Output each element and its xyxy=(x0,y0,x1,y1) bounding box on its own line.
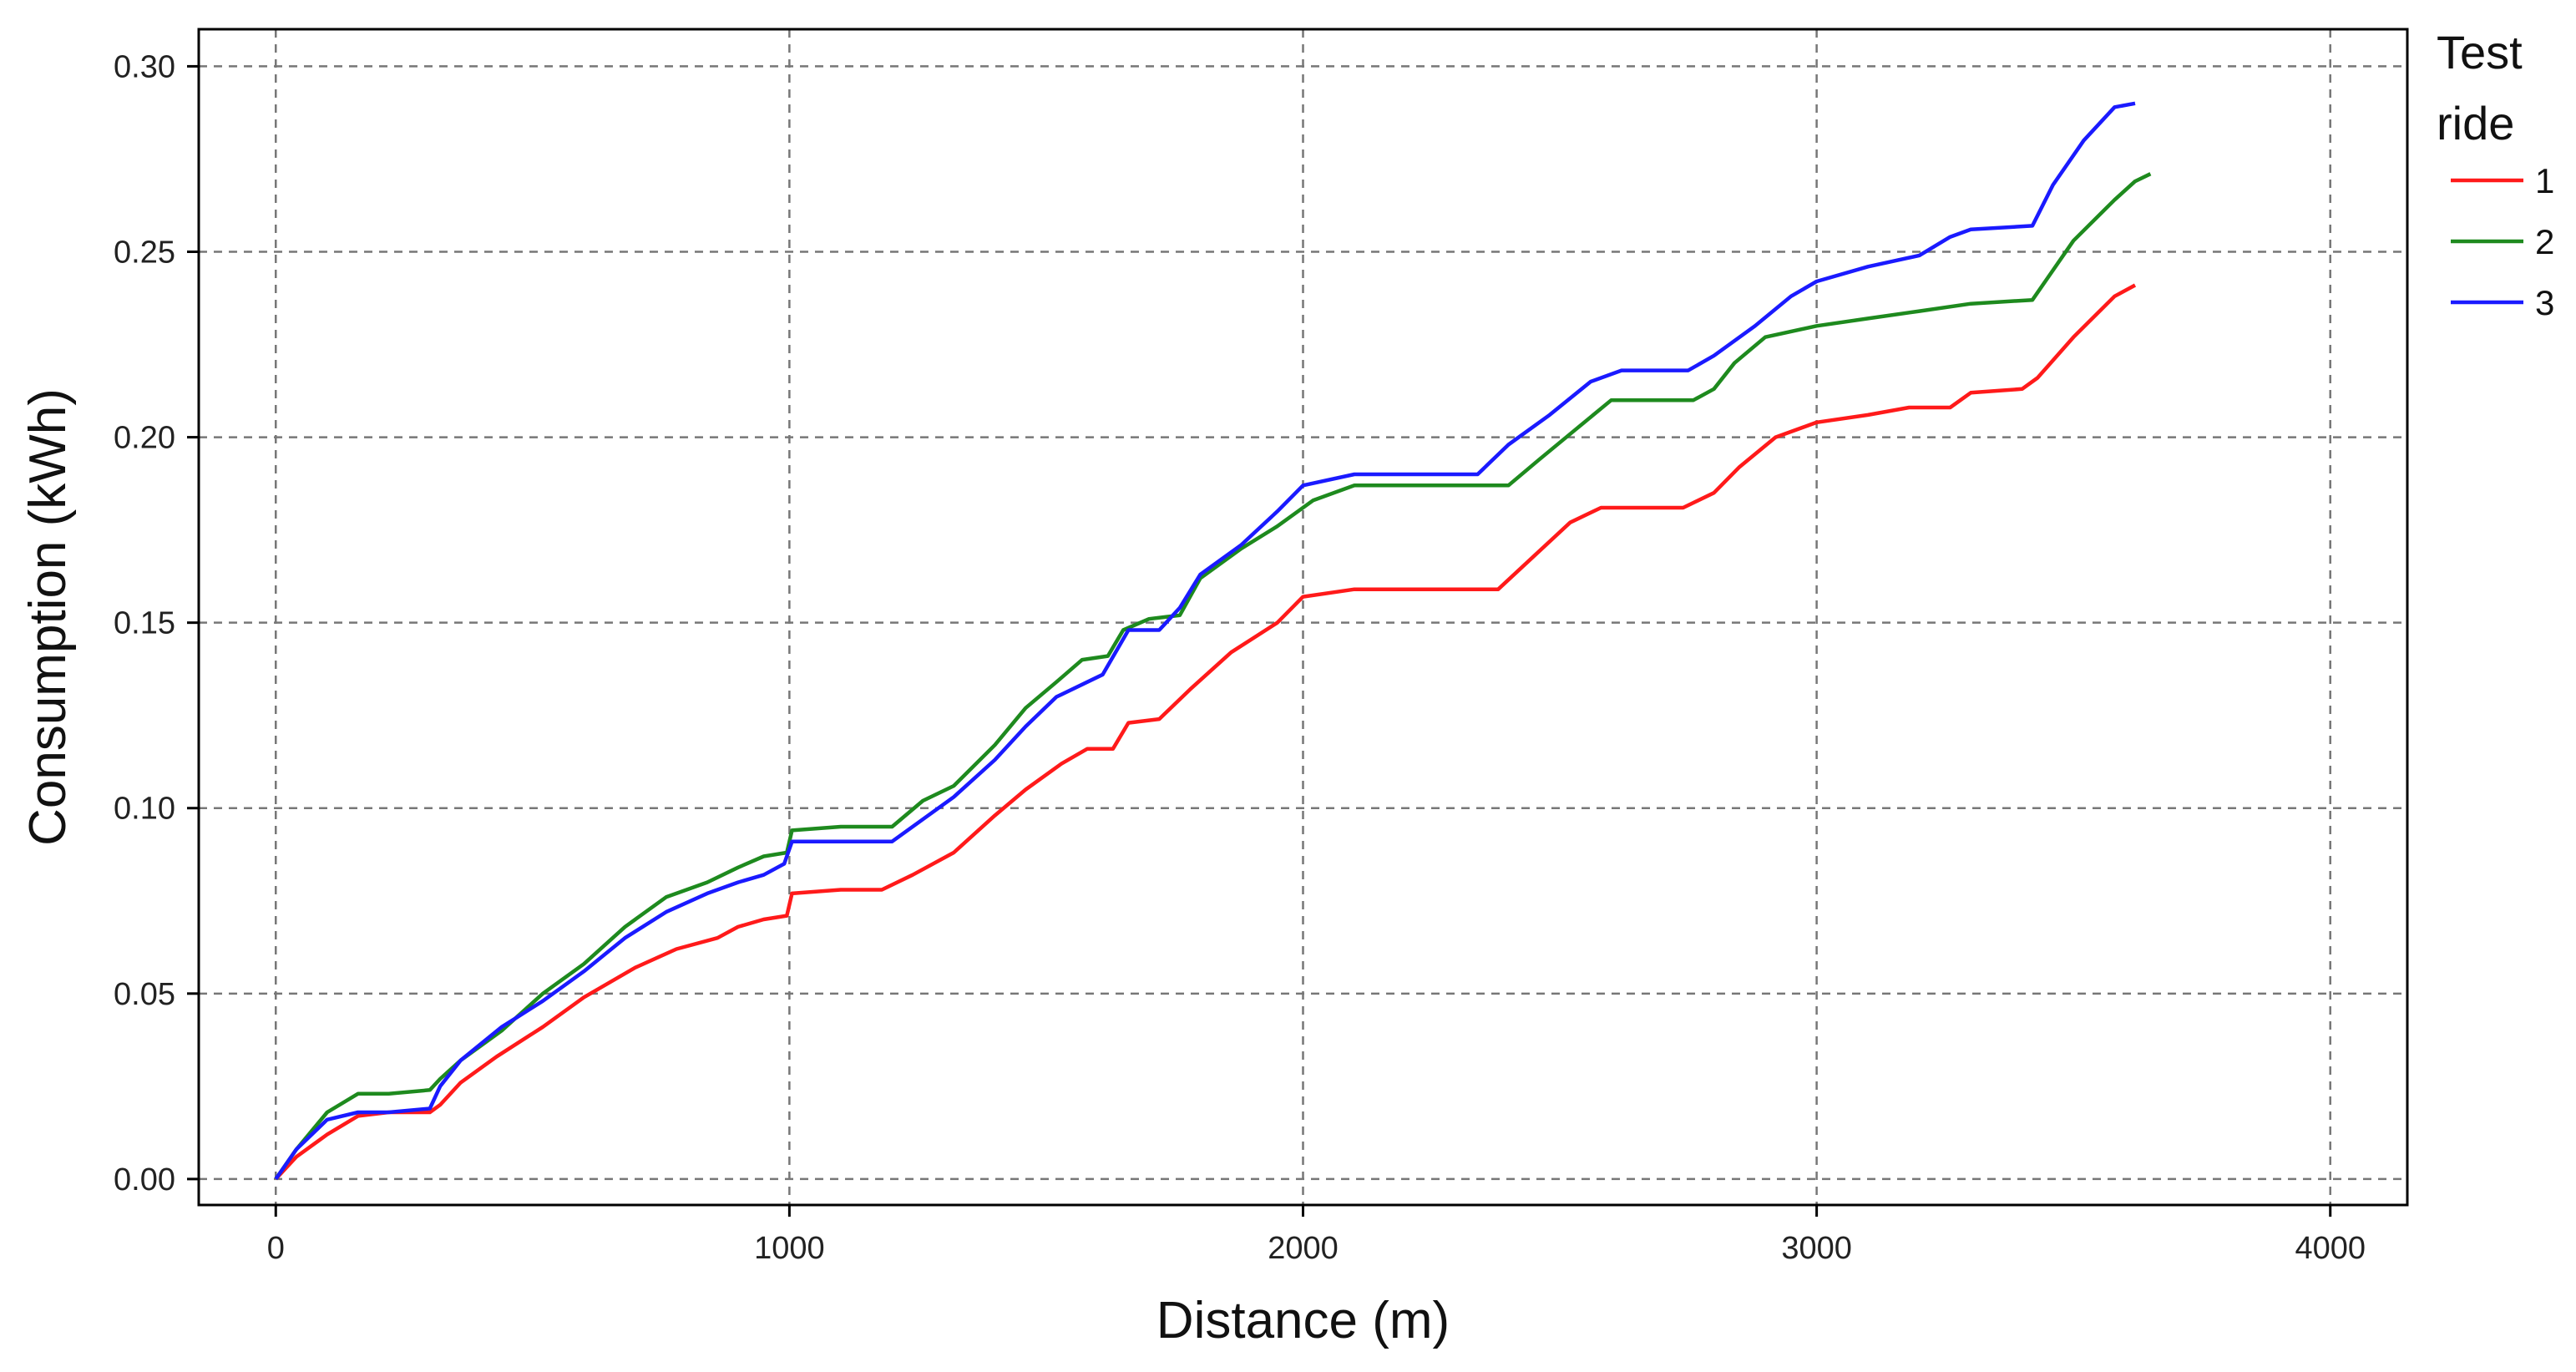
x-tick-label: 0 xyxy=(267,1231,285,1266)
legend: Test ride 1 2 3 xyxy=(2437,26,2554,322)
y-tick-label: 0.15 xyxy=(114,606,175,641)
y-tick-label: 0.00 xyxy=(114,1162,175,1197)
series-line-1 xyxy=(274,283,2137,1181)
tick-labels: 0 1000 2000 3000 4000 0.00 0.05 0.10 0.15 0.20 0.2… xyxy=(114,49,2366,1266)
y-axis-title: Consumption (kWh) xyxy=(19,388,77,846)
legend-label-1: 1 xyxy=(2535,161,2554,200)
legend-items: 1 2 3 xyxy=(2451,161,2554,322)
x-tick-label: 1000 xyxy=(754,1231,825,1266)
legend-label-3: 3 xyxy=(2535,283,2554,322)
legend-label-2: 2 xyxy=(2535,222,2554,261)
series-lines xyxy=(274,101,2152,1181)
x-axis-title: Distance (m) xyxy=(1156,1292,1450,1349)
grid xyxy=(199,29,2407,1205)
x-tick-label: 2000 xyxy=(1268,1231,1339,1266)
legend-title-line-2: ride xyxy=(2437,97,2514,149)
x-tick-label: 4000 xyxy=(2295,1231,2366,1266)
y-tick-label: 0.05 xyxy=(114,977,175,1012)
x-tick-label: 3000 xyxy=(1781,1231,1852,1266)
axis-ticks xyxy=(187,64,2332,1217)
y-tick-label: 0.30 xyxy=(114,49,175,84)
series-line-2 xyxy=(274,172,2152,1181)
y-tick-label: 0.10 xyxy=(114,792,175,827)
series-line-3 xyxy=(274,101,2136,1181)
y-tick-label: 0.25 xyxy=(114,235,175,270)
legend-title-line-1: Test xyxy=(2437,26,2523,78)
y-tick-label: 0.20 xyxy=(114,421,175,456)
